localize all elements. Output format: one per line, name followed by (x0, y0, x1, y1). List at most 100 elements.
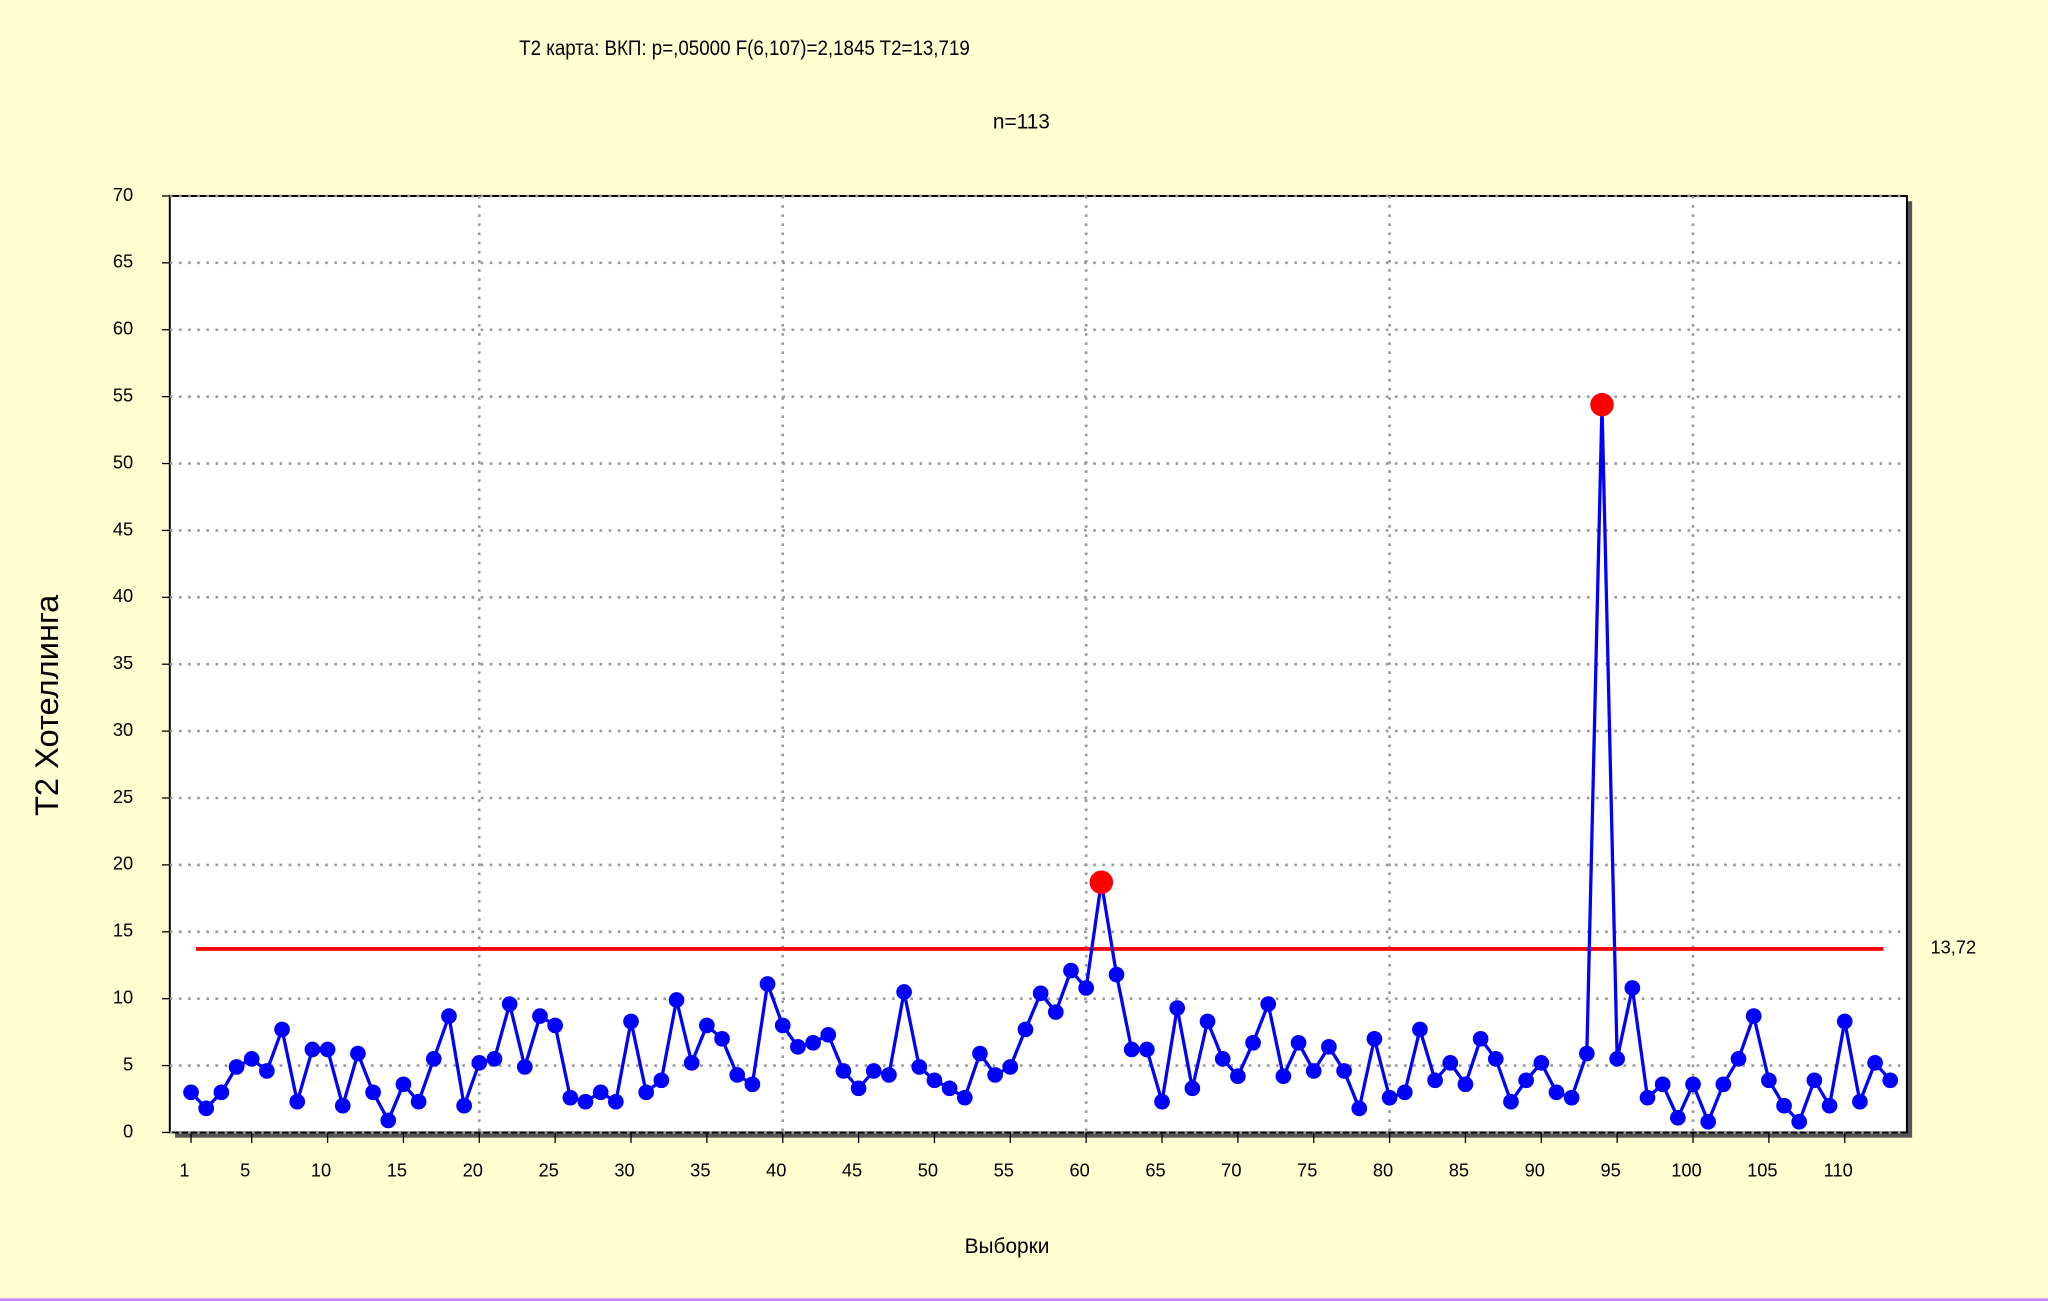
data-point (699, 1017, 715, 1034)
data-point (1169, 1000, 1186, 1016)
data-point (183, 1084, 199, 1101)
data-point (941, 1080, 958, 1097)
data-point (274, 1021, 290, 1038)
data-point (1457, 1076, 1474, 1093)
x-tick-label: 1 (179, 1159, 189, 1180)
data-point (1806, 1072, 1823, 1089)
x-tick-label: 25 (538, 1159, 558, 1180)
data-point (926, 1072, 943, 1089)
data-point (1578, 1045, 1595, 1062)
x-tick-label: 80 (1373, 1159, 1393, 1180)
x-tick-label: 50 (918, 1159, 938, 1180)
x-tick-label: 60 (1069, 1159, 1089, 1180)
y-tick-label: 0 (123, 1120, 133, 1141)
data-point (744, 1076, 761, 1093)
data-point (835, 1063, 852, 1079)
data-point (1670, 1109, 1686, 1126)
data-point (1867, 1055, 1883, 1071)
data-point (1078, 980, 1094, 996)
data-point (1351, 1100, 1368, 1117)
data-point (638, 1084, 655, 1101)
y-tick-label: 65 (113, 251, 133, 272)
data-point (486, 1051, 503, 1067)
data-point (1154, 1093, 1170, 1110)
data-point (501, 996, 518, 1012)
data-point (1487, 1051, 1504, 1067)
data-point (1139, 1041, 1155, 1058)
x-tick-label: 5 (240, 1159, 250, 1180)
data-point (289, 1093, 306, 1110)
data-point (1412, 1021, 1428, 1038)
data-point (1089, 870, 1114, 895)
data-point (1503, 1093, 1519, 1110)
data-point (774, 1017, 791, 1034)
chart-title: T2 карта: ВКП: p=,05000 F(6,107)=2,1845 … (519, 37, 970, 60)
data-point (1275, 1068, 1292, 1085)
data-point (380, 1112, 397, 1129)
x-tick-label: 110 (1824, 1159, 1853, 1180)
x-tick-label: 55 (994, 1159, 1014, 1180)
data-point (1882, 1072, 1899, 1089)
data-point (1047, 1004, 1064, 1020)
data-point (1654, 1076, 1671, 1093)
data-point (471, 1055, 488, 1071)
data-point (881, 1067, 897, 1083)
data-point (1381, 1089, 1398, 1106)
data-point (608, 1093, 624, 1110)
y-tick-label: 70 (113, 184, 133, 205)
data-point (516, 1059, 533, 1075)
data-point (395, 1076, 412, 1093)
x-tick-label: 35 (690, 1159, 710, 1180)
data-point (1518, 1072, 1534, 1089)
data-point (1260, 996, 1277, 1012)
data-point (213, 1084, 230, 1101)
x-tick-label: 70 (1221, 1159, 1241, 1180)
data-point (987, 1067, 1003, 1083)
data-point (790, 1039, 806, 1055)
data-point (1396, 1084, 1413, 1101)
data-point (1563, 1089, 1580, 1106)
data-point (1821, 1097, 1838, 1114)
data-point (1017, 1021, 1034, 1038)
data-point (1548, 1084, 1565, 1101)
x-tick-label: 65 (1145, 1159, 1165, 1180)
x-tick-label: 15 (387, 1159, 407, 1180)
data-point (1123, 1041, 1140, 1058)
data-point (1791, 1113, 1808, 1130)
data-point (1685, 1076, 1701, 1093)
data-point (334, 1097, 351, 1114)
data-point (532, 1008, 548, 1024)
data-point (592, 1084, 609, 1101)
data-point (865, 1063, 882, 1079)
y-tick-label: 55 (113, 384, 133, 405)
x-tick-label: 105 (1747, 1159, 1777, 1180)
data-point (714, 1030, 730, 1047)
data-point (1590, 392, 1614, 417)
data-point (850, 1080, 867, 1097)
data-point (1533, 1055, 1550, 1071)
data-point (350, 1045, 366, 1062)
data-point (1336, 1063, 1352, 1079)
x-tick-label: 95 (1600, 1159, 1620, 1180)
x-axis-label: Выборки (965, 1235, 1050, 1258)
data-point (683, 1055, 700, 1071)
x-tick-label: 75 (1297, 1159, 1317, 1180)
data-point (304, 1041, 321, 1058)
data-point (805, 1034, 821, 1051)
data-point (1472, 1030, 1489, 1047)
chart-subtitle: n=113 (993, 110, 1050, 133)
marks (183, 392, 1899, 1130)
y-tick-label: 15 (113, 920, 133, 941)
data-point (562, 1089, 579, 1106)
data-point (956, 1089, 973, 1106)
data-point (1836, 1013, 1853, 1030)
data-point (1305, 1063, 1322, 1079)
data-point (198, 1100, 215, 1117)
data-point (1427, 1072, 1443, 1089)
x-tick-label: 10 (311, 1159, 331, 1180)
data-point (319, 1041, 336, 1058)
data-point (547, 1017, 563, 1034)
data-point (1715, 1076, 1732, 1093)
grid (161, 194, 1907, 1143)
